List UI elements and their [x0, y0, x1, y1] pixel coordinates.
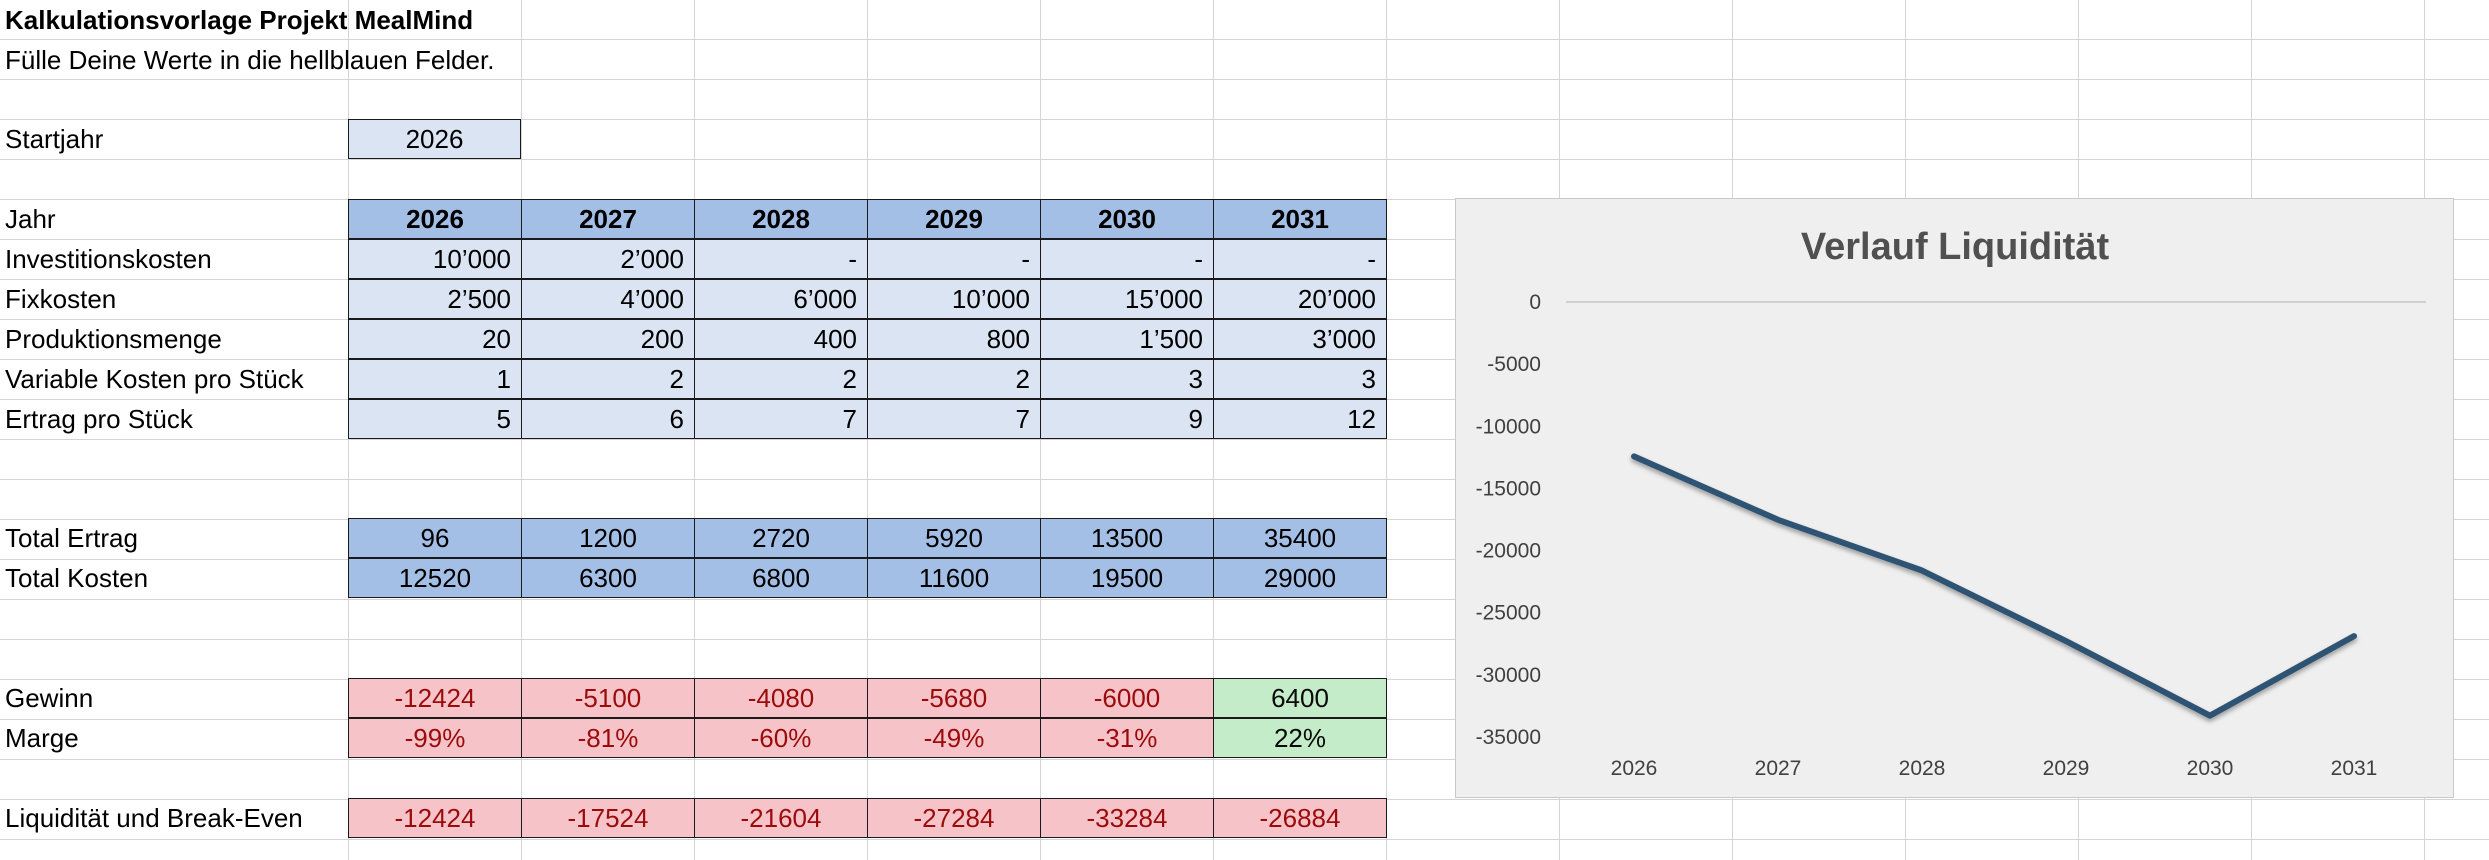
jahr-label: Jahr — [5, 204, 56, 234]
liquidity-cell: -27284 — [867, 798, 1041, 838]
liquidity-cell: -26884 — [1213, 798, 1387, 838]
total-cell: 13500 — [1040, 518, 1214, 558]
input-cell[interactable]: 7 — [694, 399, 868, 439]
y-tick-label: 0 — [1529, 291, 1541, 314]
result-cell: -99% — [348, 718, 522, 758]
year-header-2026: 2026 — [348, 199, 522, 239]
result-cell: -60% — [694, 718, 868, 758]
input-cell[interactable]: 5 — [348, 399, 522, 439]
total-row-label: Total Ertrag — [5, 523, 138, 553]
sheet-title: Kalkulationsvorlage Projekt MealMind — [5, 5, 474, 35]
y-tick-label: -10000 — [1476, 415, 1541, 438]
total-cell: 6800 — [694, 558, 868, 598]
x-tick-label: 2027 — [1755, 757, 1802, 780]
input-cell[interactable]: 2 — [694, 359, 868, 399]
year-header-2027: 2027 — [521, 199, 695, 239]
y-tick-label: -25000 — [1476, 602, 1541, 625]
input-cell[interactable]: 3 — [1213, 359, 1387, 399]
input-cell[interactable]: 200 — [521, 319, 695, 359]
input-cell[interactable]: 10’000 — [867, 279, 1041, 319]
chart-title: Verlauf Liquidität — [1801, 226, 2110, 268]
y-tick-label: -15000 — [1476, 477, 1541, 500]
result-cell: -6000 — [1040, 678, 1214, 718]
liquidity-cell: -21604 — [694, 798, 868, 838]
input-cell[interactable]: 20 — [348, 319, 522, 359]
total-cell: 19500 — [1040, 558, 1214, 598]
liquidity-cell: -17524 — [521, 798, 695, 838]
result-cell: -4080 — [694, 678, 868, 718]
sheet-subtitle: Fülle Deine Werte in die hellblauen Feld… — [5, 45, 495, 75]
result-cell: 22% — [1213, 718, 1387, 758]
input-cell[interactable]: 4’000 — [521, 279, 695, 319]
input-cell[interactable]: 2’000 — [521, 239, 695, 279]
y-tick-label: -5000 — [1487, 353, 1541, 376]
input-cell[interactable]: 2 — [521, 359, 695, 399]
startjahr-label: Startjahr — [5, 124, 104, 154]
input-cell[interactable]: 7 — [867, 399, 1041, 439]
startjahr-input[interactable]: 2026 — [348, 119, 521, 159]
row-label: Fixkosten — [5, 284, 117, 314]
input-cell[interactable]: 12 — [1213, 399, 1387, 439]
input-cell[interactable]: 10’000 — [348, 239, 522, 279]
input-cell[interactable]: 1’500 — [1040, 319, 1214, 359]
result-row-label: Gewinn — [5, 683, 94, 713]
y-tick-label: -35000 — [1476, 726, 1541, 749]
result-cell: -49% — [867, 718, 1041, 758]
input-cell[interactable]: 400 — [694, 319, 868, 359]
input-cell[interactable]: 9 — [1040, 399, 1214, 439]
x-tick-label: 2031 — [2331, 757, 2378, 780]
x-tick-label: 2026 — [1611, 757, 1658, 780]
input-cell[interactable]: 6 — [521, 399, 695, 439]
total-cell: 35400 — [1213, 518, 1387, 558]
total-cell: 12520 — [348, 558, 522, 598]
liquidity-series-line — [1631, 453, 2357, 719]
input-cell[interactable]: 20’000 — [1213, 279, 1387, 319]
x-tick-label: 2029 — [2043, 757, 2090, 780]
liquidity-cell: -33284 — [1040, 798, 1214, 838]
input-cell[interactable]: 2’500 — [348, 279, 522, 319]
result-cell: -12424 — [348, 678, 522, 718]
row-label: Produktionsmenge — [5, 324, 222, 354]
input-cell[interactable]: 3’000 — [1213, 319, 1387, 359]
input-cell[interactable]: 1 — [348, 359, 522, 399]
input-cell[interactable]: - — [1040, 239, 1214, 279]
result-cell: -81% — [521, 718, 695, 758]
total-cell: 2720 — [694, 518, 868, 558]
result-row-label: Marge — [5, 723, 79, 753]
liquidity-label: Liquidität und Break-Even — [5, 803, 303, 833]
row-label: Ertrag pro Stück — [5, 404, 193, 434]
input-cell[interactable]: - — [1213, 239, 1387, 279]
input-cell[interactable]: 800 — [867, 319, 1041, 359]
row-label: Variable Kosten pro Stück — [5, 364, 304, 394]
liquidity-chart-svg: Verlauf Liquidität 0 -5000 -10000 -15000 -20… — [1476, 226, 2426, 780]
y-tick-label: -30000 — [1476, 664, 1541, 687]
input-cell[interactable]: 15’000 — [1040, 279, 1214, 319]
total-cell: 1200 — [521, 518, 695, 558]
year-header-2030: 2030 — [1040, 199, 1214, 239]
result-cell: -5680 — [867, 678, 1041, 718]
input-cell[interactable]: 2 — [867, 359, 1041, 399]
input-cell[interactable]: 3 — [1040, 359, 1214, 399]
total-row-label: Total Kosten — [5, 563, 149, 593]
result-cell: 6400 — [1213, 678, 1387, 718]
liquidity-cell: -12424 — [348, 798, 522, 838]
liquidity-chart: Verlauf Liquidität 0 -5000 -10000 -15000 -20… — [1455, 198, 2454, 798]
total-cell: 96 — [348, 518, 522, 558]
total-cell: 5920 — [867, 518, 1041, 558]
year-header-2031: 2031 — [1213, 199, 1387, 239]
input-cell[interactable]: - — [867, 239, 1041, 279]
result-cell: -5100 — [521, 678, 695, 718]
total-cell: 11600 — [867, 558, 1041, 598]
result-cell: -31% — [1040, 718, 1214, 758]
year-header-2029: 2029 — [867, 199, 1041, 239]
x-tick-label: 2030 — [2187, 757, 2234, 780]
y-tick-label: -20000 — [1476, 540, 1541, 563]
total-cell: 29000 — [1213, 558, 1387, 598]
row-label: Investitionskosten — [5, 244, 212, 274]
x-tick-label: 2028 — [1899, 757, 1946, 780]
input-cell[interactable]: - — [694, 239, 868, 279]
input-cell[interactable]: 6’000 — [694, 279, 868, 319]
year-header-2028: 2028 — [694, 199, 868, 239]
total-cell: 6300 — [521, 558, 695, 598]
